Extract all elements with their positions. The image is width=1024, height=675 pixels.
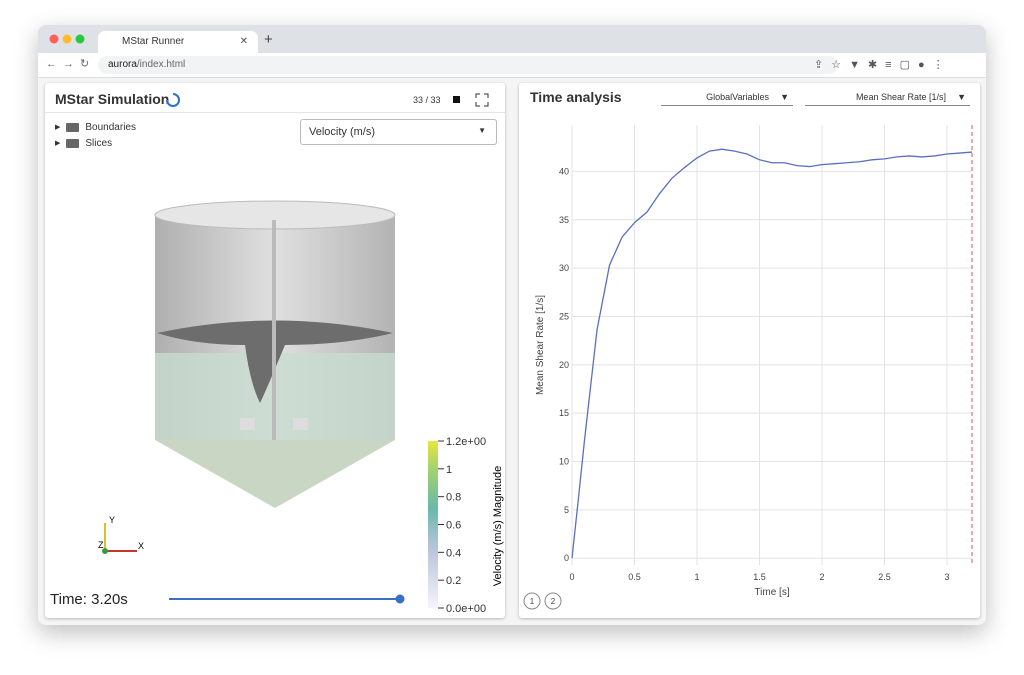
new-tab[interactable]: + bbox=[264, 31, 273, 48]
colorbar-tick-label: 0.0e+00 bbox=[446, 603, 486, 615]
y-tick-label: 40 bbox=[559, 166, 569, 176]
colorbar-tick-label: 1 bbox=[446, 464, 452, 476]
tree: ▶ Boundaries ▶ Slices bbox=[55, 119, 136, 151]
app: MStar Simulation 33 / 33 ▶ Boundaries ▶ Sli… bbox=[38, 78, 986, 625]
y-tick-label: 5 bbox=[564, 505, 569, 515]
panel-title: Time analysis bbox=[530, 89, 622, 105]
time-label: Time: 3.20s bbox=[50, 591, 128, 608]
page-button[interactable] bbox=[523, 592, 541, 610]
page-button-label: 1 bbox=[530, 597, 535, 606]
simulation-panel: MStar Simulation 33 / 33 ▶ Boundaries ▶ Sli… bbox=[45, 83, 505, 618]
y-tick-label: 10 bbox=[559, 457, 569, 467]
slider-thumb[interactable] bbox=[395, 594, 405, 604]
toolbar-icons[interactable]: ⇪☆▼✱≡▢●⋮ bbox=[814, 59, 952, 71]
page-button-label: 2 bbox=[551, 597, 556, 606]
x-axis-label: Time [s] bbox=[754, 587, 789, 598]
browser-window: MStar Runner ✕ + ←→↻ aurora/index.html ⇪☆… bbox=[38, 25, 986, 625]
x-tick-label: 2 bbox=[819, 572, 824, 582]
url-path: /index.html bbox=[136, 59, 186, 70]
colorbar-tick-label: 0.6 bbox=[446, 520, 461, 532]
colorbar-title: Velocity (m/s) Magnitude bbox=[492, 466, 504, 586]
axis-label: Y bbox=[109, 515, 115, 525]
group-select[interactable]: GlobalVariables ▼ bbox=[661, 92, 793, 106]
fullscreen-button[interactable] bbox=[475, 93, 489, 107]
y-tick-label: 30 bbox=[559, 263, 569, 273]
colorbar bbox=[428, 441, 438, 608]
tree-item[interactable]: ▶ Boundaries bbox=[55, 121, 136, 133]
y-tick-label: 20 bbox=[559, 360, 569, 370]
chart: 0 5 10 15 20 25 30 35 40 0 0.5 1 1.5 2 2.5 3 Time [s] Mea… bbox=[523, 125, 973, 610]
tank-render bbox=[154, 200, 396, 508]
tree-item[interactable]: ▶ Slices bbox=[55, 137, 113, 149]
url-field[interactable]: aurora/index.html bbox=[98, 56, 838, 74]
field-select[interactable]: Velocity (m/s) ▼ bbox=[300, 119, 497, 145]
stop-button[interactable] bbox=[453, 96, 460, 103]
axis-label: Z bbox=[98, 540, 104, 550]
nav-buttons[interactable]: ←→↻ bbox=[46, 58, 96, 70]
loading-spinner bbox=[166, 93, 180, 107]
x-tick-label: 1.5 bbox=[753, 572, 766, 582]
y-tick-label: 25 bbox=[559, 311, 569, 321]
y-tick-label: 15 bbox=[559, 408, 569, 418]
panel-title: MStar Simulation bbox=[55, 91, 170, 107]
viewport: Y Z X Time: 3.20s Velocity (m/s) Magnitu… bbox=[50, 200, 504, 615]
field-select-value: Velocity (m/s) bbox=[309, 126, 376, 138]
frame-counter: 33 / 33 bbox=[413, 95, 441, 105]
axis-label: X bbox=[138, 541, 144, 551]
colorbar-tick-label: 1.2e+00 bbox=[446, 436, 486, 448]
tab[interactable]: MStar Runner ✕ bbox=[98, 31, 258, 53]
analysis-panel: Time analysis GlobalVariables ▼ Mean Shea… bbox=[519, 83, 980, 618]
line bbox=[571, 148, 973, 559]
x-tick-label: 1 bbox=[694, 572, 699, 582]
x-tick-label: 2.5 bbox=[878, 572, 891, 582]
address-bar: ←→↻ aurora/index.html ⇪☆▼✱≡▢●⋮ bbox=[38, 53, 986, 78]
colorbar-tick-label: 0.4 bbox=[446, 547, 461, 559]
variable-select-value: Mean Shear Rate [1/s] bbox=[855, 92, 946, 102]
tab-bar: MStar Runner ✕ + bbox=[38, 25, 986, 53]
variable-select[interactable]: Mean Shear Rate [1/s] ▼ bbox=[805, 92, 970, 106]
tab-title: MStar Runner bbox=[122, 36, 185, 47]
colorbar-tick-label: 0.2 bbox=[446, 575, 461, 587]
y-axis-label: Mean Shear Rate [1/s] bbox=[535, 295, 546, 395]
x-tick-label: 0.5 bbox=[628, 572, 641, 582]
window-controls bbox=[49, 34, 85, 44]
y-tick-label: 0 bbox=[564, 553, 569, 563]
page-button[interactable] bbox=[544, 592, 562, 610]
colorbar-tick-label: 0.8 bbox=[446, 492, 461, 504]
group-select-value: GlobalVariables bbox=[706, 92, 769, 102]
y-tick-label: 35 bbox=[559, 215, 569, 225]
url-host: aurora bbox=[108, 59, 137, 70]
axes-triad bbox=[102, 523, 137, 554]
tree-label: Slices bbox=[85, 137, 113, 149]
x-tick-label: 0 bbox=[569, 572, 574, 582]
tree-label: Boundaries bbox=[85, 121, 136, 133]
x-tick-label: 3 bbox=[944, 572, 949, 582]
